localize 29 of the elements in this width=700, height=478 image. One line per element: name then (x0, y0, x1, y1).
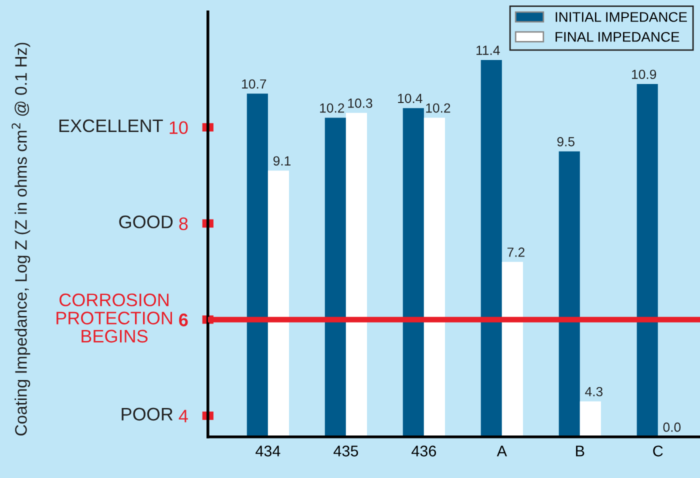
data-label: 11.4 (476, 46, 500, 55)
data-label: 10.2 (320, 103, 344, 113)
ref-line-label: CORROSION PROTECTION BEGINS (56, 294, 172, 343)
data-label: 10.2 (426, 103, 450, 113)
text: EXCELLENT (59, 119, 163, 132)
data-label: 9.1 (273, 156, 291, 166)
text: 0.0 (663, 422, 681, 432)
x-tick-label: C (653, 446, 663, 456)
x-tick-label: A (496, 446, 507, 456)
x-tick-label: 436 (412, 446, 436, 456)
text: Coating Impedance, Log Z (Z in ohms cm$^{2}$ @ 0.1 Hz) (12, 42, 30, 436)
data-label: 10.7 (242, 79, 266, 89)
y-tick-label: 4 (178, 410, 188, 422)
data-label: 10.3 (348, 98, 372, 108)
text: GOOD (119, 216, 173, 228)
legend-label: INITIAL IMPEDANCE (556, 12, 687, 22)
data-label: 7.2 (507, 248, 524, 257)
data-label: 9.5 (557, 137, 574, 146)
x-tick-label: B (576, 446, 584, 456)
legend-label: FINAL IMPEDANCE (556, 32, 680, 42)
text: POOR (122, 408, 173, 421)
y-tick-label: 10 (170, 121, 188, 134)
data-label: 4.3 (585, 386, 603, 396)
y-tick-label: 8 (179, 217, 188, 230)
data-label: 10.4 (398, 94, 422, 104)
y-tick-label: 6 (179, 314, 188, 326)
x-tick-label: 435 (334, 446, 358, 456)
x-tick-label: 434 (256, 446, 280, 456)
data-label: 10.9 (632, 70, 656, 80)
